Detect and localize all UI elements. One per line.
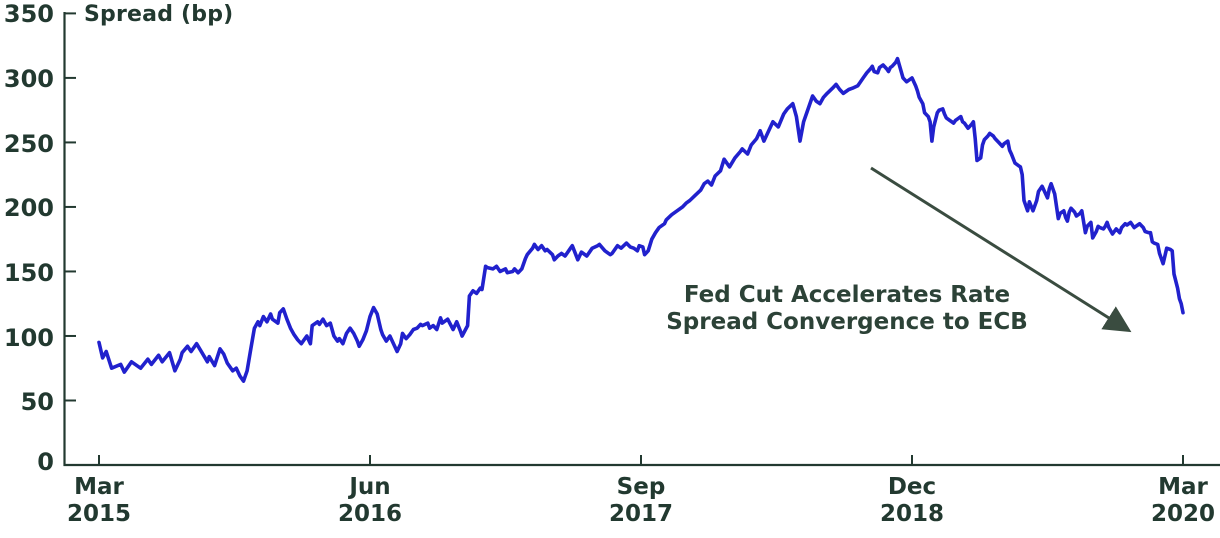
y-tick-label-250: 250 [3, 130, 54, 158]
spread-series-line [97, 56, 1185, 383]
x-tick-year: 2020 [1150, 501, 1215, 527]
x-tick-label-sep-2017: Sep 2017 [571, 474, 711, 528]
x-tick-month: Dec [887, 474, 937, 500]
y-tick-label-200: 200 [3, 194, 54, 222]
x-tick-label-dec-2018: Dec 2018 [842, 474, 982, 528]
annotation-arrow [870, 166, 1132, 333]
x-tick-year: 2017 [608, 501, 673, 527]
x-tick-label-mar-2015: Mar 2015 [29, 474, 169, 528]
y-tick-label-350: 350 [3, 0, 54, 28]
x-tick-month: Mar [1158, 474, 1208, 500]
y-tick-label-0: 0 [37, 448, 54, 476]
y-tick-label-50: 50 [20, 388, 54, 416]
y-tick-label-150: 150 [3, 259, 54, 287]
y-tick-label-100: 100 [3, 324, 54, 352]
x-tick-label-jun-2016: Jun 2016 [300, 474, 440, 528]
annotation-line-1: Fed Cut Accelerates Rate [683, 282, 1011, 308]
annotation-text: Fed Cut Accelerates Rate Spread Converge… [647, 282, 1047, 336]
annotation-line-2: Spread Convergence to ECB [666, 309, 1028, 335]
x-tick-month: Mar [74, 474, 124, 500]
x-tick-month: Jun [349, 474, 391, 500]
chart-title: Spread (bp) [84, 2, 234, 27]
x-tick-year: 2015 [66, 501, 131, 527]
y-tick-label-300: 300 [3, 65, 54, 93]
x-tick-month: Sep [616, 474, 666, 500]
x-tick-label-mar-2020: Mar 2020 [1113, 474, 1220, 528]
x-tick-year: 2018 [879, 501, 944, 527]
x-tick-year: 2016 [337, 501, 402, 527]
